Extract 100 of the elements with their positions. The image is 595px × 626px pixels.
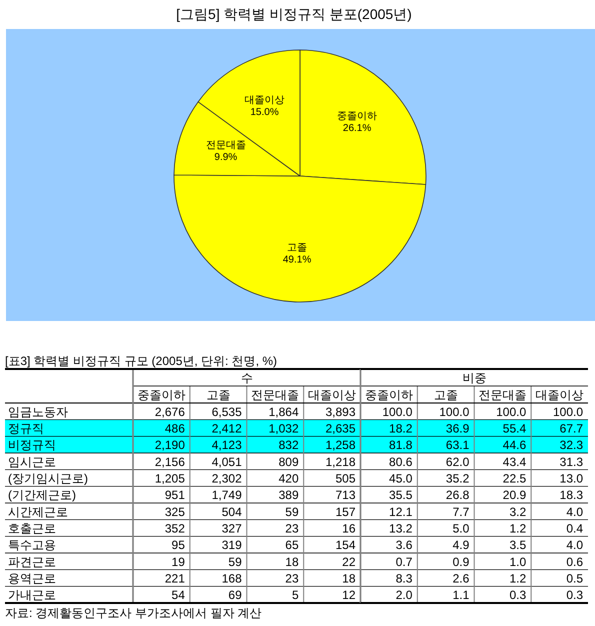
data-label: 168	[222, 572, 242, 586]
text: 자료: 경제활동인구조사 부가조사에서 필자 계산	[5, 606, 262, 620]
data-label: 22	[342, 554, 356, 569]
data-label: 6,535	[212, 404, 242, 419]
data-label: 319	[222, 538, 242, 552]
data-label: 15.0%	[250, 106, 279, 118]
data-label: 95	[172, 538, 186, 552]
data-label: 80.6	[389, 454, 413, 469]
data-label: 20.9	[502, 488, 526, 502]
data-label: 9.9%	[214, 152, 238, 164]
data-label: 157	[335, 504, 356, 519]
data-label: 2,635	[325, 422, 356, 436]
y-tick-label: 파견근로	[8, 554, 56, 569]
y-tick-label: 임금노동자	[8, 404, 68, 419]
data-label: 100.0	[552, 404, 584, 419]
data-label: 19	[172, 554, 186, 569]
data-label: 1.2	[509, 522, 526, 536]
data-label: 0.3	[509, 588, 526, 602]
chart-subtitle: 비중	[462, 371, 486, 385]
data-label: 1.0	[509, 554, 526, 569]
data-label: 55.4	[502, 422, 526, 436]
data-label: 43.4	[502, 454, 526, 469]
data-label: 4.0	[566, 504, 584, 519]
data-label: 32.3	[560, 438, 584, 452]
data-label: 352	[164, 522, 186, 536]
data-label: 1,032	[268, 422, 299, 436]
data-label: 31.3	[560, 454, 584, 469]
data-label: 0.6	[566, 554, 584, 569]
x-tick-label: 전문대졸	[251, 388, 300, 402]
data-label: 154	[335, 538, 356, 552]
data-label: 2.0	[396, 588, 413, 602]
data-label: 12.1	[389, 504, 413, 519]
data-label: 1,864	[268, 404, 299, 419]
data-label: 35.5	[389, 488, 413, 502]
x-tick-label: 전문대졸	[478, 388, 527, 402]
chart-title: [그림5] 학력별 비정규직 분포(2005년)	[176, 6, 412, 22]
data-label: 2,156	[154, 454, 186, 469]
y-tick-label: 정규직	[8, 422, 44, 436]
data-label: 504	[222, 504, 242, 519]
y-tick-label: 특수고용	[8, 538, 56, 552]
data-label: 221	[164, 572, 186, 586]
data-label: 23	[285, 522, 299, 536]
y-tick-label: 비정규직	[8, 438, 56, 452]
data-label: 2.6	[452, 572, 470, 586]
data-label: 325	[164, 504, 186, 519]
data-label: 63.1	[446, 438, 470, 452]
data-label: 4,051	[212, 454, 242, 469]
data-label: 0.4	[566, 522, 584, 536]
data-label: 54	[172, 588, 186, 602]
data-label: 100.0	[439, 404, 470, 419]
data-label: 1,218	[325, 454, 356, 469]
data-label: 100.0	[496, 404, 526, 419]
data-label: 2,302	[212, 472, 242, 486]
data-label: 8.3	[396, 572, 413, 586]
x-tick-label: 대졸이상	[308, 388, 356, 402]
data-label: 7.7	[452, 504, 470, 519]
data-label: 36.9	[446, 422, 470, 436]
data-label: 18	[342, 572, 356, 586]
data-label: 2,412	[212, 422, 242, 436]
data-label: 832	[278, 438, 299, 452]
data-label: 0.7	[396, 554, 413, 569]
data-label: 1.1	[452, 588, 470, 602]
data-label: 23	[285, 572, 299, 586]
data-label: 62.0	[446, 454, 470, 469]
data-label: 65	[285, 538, 299, 552]
data-label: 4,123	[212, 438, 242, 452]
data-label: 809	[278, 454, 299, 469]
data-label: 12	[342, 588, 356, 602]
y-tick-label: 임시근로	[8, 454, 56, 469]
data-label: 22.5	[502, 472, 526, 486]
data-label: 0.3	[566, 588, 584, 602]
chart-title: [표3] 학력별 비정규직 규모 (2005년, 단위: 천명, %)	[5, 354, 278, 368]
data-label: 3.2	[509, 504, 526, 519]
data-label: 100.0	[382, 404, 413, 419]
y-tick-label: 시간제근로	[8, 504, 68, 519]
data-label: 0.5	[566, 572, 584, 586]
chart-subtitle: 수	[240, 371, 253, 385]
data-label: 67.7	[560, 422, 584, 436]
data-label: 16	[342, 522, 356, 536]
y-tick-label: (장기임시근로)	[8, 472, 88, 486]
data-label: 26.1%	[342, 123, 372, 134]
y-tick-label: 가내근로	[8, 588, 56, 602]
data-label: 13.0	[560, 472, 584, 486]
data-label: 3,893	[325, 404, 356, 419]
data-label: 1.2	[509, 572, 526, 586]
data-label: 505	[335, 472, 356, 486]
x-tick-label: 고졸	[434, 388, 458, 402]
data-label: 26.8	[446, 488, 470, 502]
data-label: 35.2	[446, 472, 470, 486]
data-label: 0.9	[452, 554, 470, 569]
data-label: 951	[164, 488, 186, 502]
data-label: 49.1%	[282, 254, 312, 266]
slice-label: 대졸이상	[244, 94, 285, 106]
data-label: 420	[278, 472, 299, 486]
data-label: 59	[285, 504, 299, 519]
x-tick-label: 중졸이하	[137, 388, 186, 402]
data-label: 1,258	[325, 438, 356, 452]
data-label: 18.3	[560, 488, 584, 502]
data-label: 327	[222, 522, 242, 536]
slice-label: 전문대졸	[206, 140, 246, 152]
